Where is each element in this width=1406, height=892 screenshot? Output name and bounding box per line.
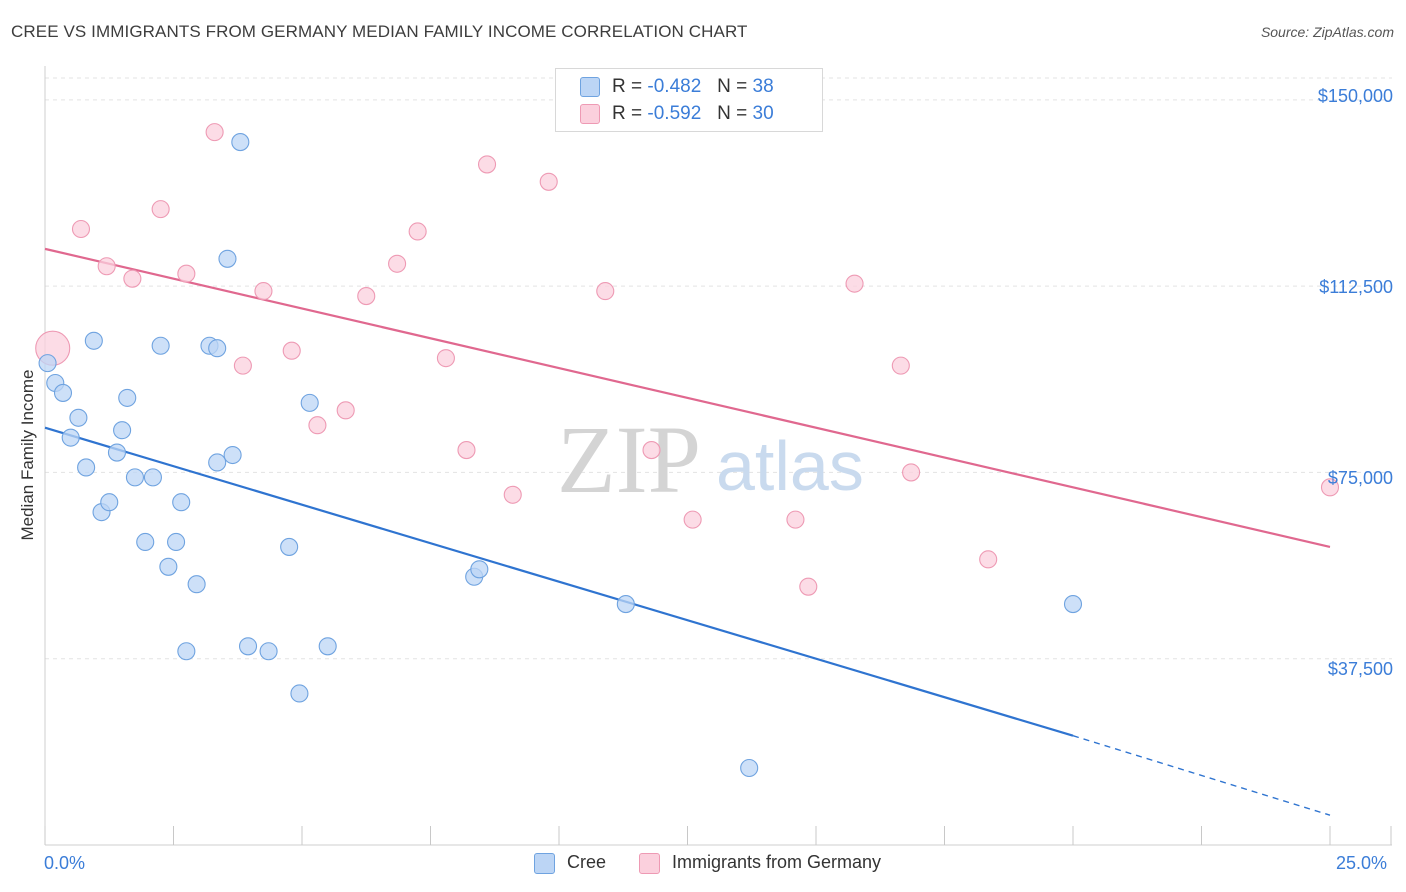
data-point-cree [159,557,178,576]
data-point-cree [740,758,759,778]
data-point-germany [205,123,224,142]
bottom-legend-swatch-cree [534,853,555,874]
data-point-cree [290,684,309,703]
data-point-cree [616,595,635,614]
y-tick-label-150000: $150,000 [1317,86,1393,106]
data-point-cree [143,468,162,487]
data-point-germany [891,356,910,375]
data-point-cree [1063,595,1083,614]
y-axis-label: Median Family Income [18,369,37,541]
source-label: Source: ZipAtlas.com [1260,24,1394,40]
data-point-germany [308,416,327,435]
legend-n-value-cree: 38 [752,76,774,97]
data-point-cree [187,575,206,594]
data-point-germany [539,172,558,191]
data-point-cree [113,421,132,440]
watermark-zip: ZIP [557,406,701,513]
data-point-cree [167,532,186,552]
data-point-cree [238,637,258,656]
y-tick-label-75000: $75,000 [1327,468,1393,488]
data-point-germany [97,257,116,276]
data-point-cree [69,408,88,427]
data-points [35,123,1340,778]
trend-line-cree [44,426,1074,737]
data-point-germany [642,441,661,460]
data-point-germany [902,463,921,482]
data-point-germany [596,282,615,301]
data-point-germany [357,287,376,306]
data-point-cree [38,354,57,373]
bottom-legend-swatch-germany [639,853,660,874]
data-point-germany [123,269,142,288]
data-point-germany [336,401,355,420]
data-point-germany [1320,478,1340,497]
data-point-cree [172,493,191,512]
data-point-germany [436,349,455,368]
axes [44,66,1392,846]
data-point-cree [208,339,227,358]
data-point-cree [218,249,237,268]
data-point-germany [388,254,407,273]
data-point-cree [53,383,73,402]
data-point-germany [71,219,91,239]
data-point-cree [223,445,242,465]
data-point-cree [280,537,299,556]
legend-n-value-germany: 30 [752,103,774,124]
data-point-cree [177,642,196,661]
data-point-cree [77,458,96,477]
chart-title: CREE VS IMMIGRANTS FROM GERMANY MEDIAN F… [11,22,748,41]
data-point-cree [231,133,250,152]
x-tick-label-max: 25.0% [1336,853,1388,873]
data-point-germany [979,550,998,569]
data-point-cree [318,637,337,656]
correlation-legend: R = -0.482 N = 38 R = -0.592 N = 30 [555,68,823,132]
data-point-germany [457,441,476,460]
data-point-germany [408,222,427,241]
data-point-cree [84,331,103,350]
data-point-cree [300,393,319,412]
data-point-cree [136,532,155,552]
legend-swatch-germany [580,104,600,124]
y-tick-label-112500: $112,500 [1319,277,1393,297]
data-point-germany [177,264,196,283]
bottom-legend-label-cree: Cree [567,852,607,872]
data-point-germany [845,274,864,293]
data-point-germany [786,510,805,529]
data-point-cree [208,453,227,472]
data-point-germany [151,200,170,219]
data-point-germany [799,577,818,596]
trend-line-cree-extension [1072,735,1331,816]
data-point-cree [470,560,489,579]
trend-lines [44,247,1331,816]
x-tick-label-min: 0.0% [44,853,86,873]
legend-r-value-cree: -0.482 [647,76,702,97]
legend-swatch-cree [580,77,600,97]
data-point-germany [254,282,273,301]
data-point-cree [107,443,127,462]
data-point-germany [282,341,301,360]
data-point-cree [151,336,170,355]
data-point-cree [61,428,80,447]
data-point-cree [118,388,137,407]
y-tick-label-37500: $37,500 [1327,659,1393,679]
data-point-germany [477,155,497,174]
data-point-germany [683,510,702,529]
data-point-cree [125,468,144,487]
data-point-cree [259,642,278,661]
bottom-legend-label-germany: Immigrants from Germany [672,852,882,872]
data-point-germany [503,485,522,504]
data-point-germany [233,356,252,375]
watermark-atlas: atlas [716,427,864,505]
legend-r-value-germany: -0.592 [647,103,702,124]
data-point-cree [100,493,119,512]
